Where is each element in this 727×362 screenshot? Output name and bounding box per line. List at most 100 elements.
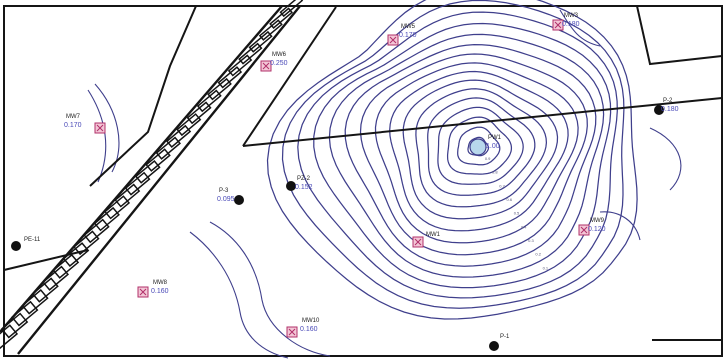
well-name-label: P-1 — [500, 334, 510, 340]
railroad-tie — [114, 183, 141, 208]
railroad-tie — [196, 89, 222, 113]
wells: MW7 0.170 MW6 0.250 MW3 0.180 MW5 0.170 P-2 0.180… — [11, 13, 679, 351]
railroad-tie — [134, 159, 161, 184]
well-pe-11[interactable]: PE-11 — [11, 237, 41, 251]
well-mw5[interactable]: MW5 0.170 — [387, 24, 417, 46]
contour-value-label: 0.8 — [492, 170, 498, 175]
well-value-label: 0.152 — [295, 184, 313, 191]
monitor-well-cross — [262, 62, 270, 70]
parcel-lines — [3, 5, 723, 341]
contour-ring — [467, 136, 490, 157]
well-value-label: 0.250 — [270, 60, 288, 67]
contour-ring — [281, 0, 625, 309]
well-name-label: MW10 — [302, 318, 320, 324]
well-name-label: PE-11 — [24, 237, 41, 243]
contour-ring — [328, 33, 605, 278]
parcel-line-angled — [242, 6, 337, 147]
well-mw3[interactable]: MW3 0.180 — [552, 13, 580, 31]
well-p-3[interactable]: P-3 0.095 — [217, 188, 244, 205]
monitor-well-cross — [288, 328, 296, 336]
contour-value-label: 0.3 — [528, 238, 534, 243]
contour-value-label: 0.9 — [485, 156, 491, 161]
contour-ring — [457, 126, 501, 166]
contour-ring — [389, 70, 569, 232]
railroad-rail-2 — [17, 5, 301, 355]
contour-line-bottom-2 — [189, 231, 289, 359]
railroad-tie — [145, 148, 171, 172]
well-mw7[interactable]: MW7 0.170 — [64, 114, 106, 134]
contour-value-label: 0.2 — [535, 252, 541, 257]
well-value-label: 0.160 — [151, 288, 169, 295]
well-name-label: P-3 — [219, 188, 229, 194]
well-mw8[interactable]: MW8 0.160 — [137, 280, 169, 298]
well-name-label: PZ-2 — [297, 176, 311, 182]
railroad-tie — [165, 124, 192, 148]
railroad-tie — [73, 230, 100, 256]
contour-value-label: 0.6 — [507, 197, 513, 202]
well-value-label: 0.160 — [300, 326, 318, 333]
well-p-2[interactable]: P-2 0.180 — [654, 98, 679, 115]
railroad-tie — [42, 265, 70, 291]
railroad-tie — [0, 312, 29, 339]
monitor-well-cross — [139, 288, 147, 296]
well-value-label: 0.180 — [661, 106, 679, 113]
well-name-label: MW8 — [153, 280, 168, 286]
well-name-label: PW1 — [488, 135, 502, 141]
contour-line-bottom — [209, 221, 331, 357]
well-mw10[interactable]: MW10 0.160 — [286, 318, 320, 338]
well-value-label: 0.095 — [217, 196, 235, 203]
pump-well-icon — [489, 341, 499, 351]
contour-ring — [359, 53, 588, 256]
contour-value-label: 0.7 — [499, 183, 505, 188]
contour-ring — [402, 79, 559, 220]
railroad-tie — [103, 195, 131, 220]
contour-value-label: 0.1 — [543, 265, 549, 270]
well-mw6[interactable]: MW6 0.250 — [260, 52, 288, 72]
well-value-label: 0.170 — [64, 122, 82, 129]
railroad-tie — [93, 206, 120, 232]
contour-ring — [446, 116, 513, 175]
contour-ring — [415, 88, 548, 208]
well-p-1[interactable]: P-1 — [489, 334, 510, 351]
parcel-line-left-lower — [3, 249, 89, 271]
railroad-tie — [124, 171, 151, 196]
railroad-rail-1 — [0, 5, 283, 333]
railroad-tie — [176, 113, 202, 137]
railroad — [0, 0, 304, 355]
contour-line-right-2 — [599, 211, 641, 241]
pumping-well-icon — [469, 138, 487, 156]
well-mw1[interactable]: MW1 — [412, 232, 441, 248]
pump-well-icon — [654, 105, 664, 115]
contour-line-right-1 — [649, 127, 682, 191]
railroad-tie — [186, 101, 212, 125]
well-pw1[interactable]: PW1 1.00 — [469, 135, 502, 156]
well-pz-2[interactable]: PZ-2 0.152 — [286, 176, 313, 191]
monitor-well-cross — [554, 21, 562, 29]
parcel-line-right-box — [636, 5, 723, 66]
well-name-label: MW7 — [66, 114, 81, 120]
well-name-label: MW9 — [590, 218, 605, 224]
monitor-well-cross — [414, 238, 422, 246]
railroad-tie — [31, 277, 59, 303]
railroad-tie — [21, 289, 49, 315]
parcel-line-left-upper — [89, 5, 197, 187]
well-name-label: MW1 — [426, 232, 441, 238]
contour-ring — [374, 62, 579, 244]
contour-ring — [266, 0, 638, 320]
well-value-label: 0.120 — [588, 226, 606, 233]
pump-well-icon — [11, 241, 21, 251]
parcel-line-diagonal — [242, 97, 723, 147]
railroad-tie — [83, 218, 110, 244]
pump-well-icon — [286, 181, 296, 191]
contour-ring — [427, 97, 536, 196]
side-contour-lines — [87, 9, 682, 359]
contour-lines — [266, 0, 638, 320]
well-name-label: MW3 — [564, 13, 579, 19]
pump-well-icon — [234, 195, 244, 205]
well-value-label: 0.170 — [399, 32, 417, 39]
railroad-ties — [0, 0, 304, 351]
well-name-label: P-2 — [663, 98, 673, 104]
contour-value-label: 0.4 — [521, 224, 527, 229]
well-mw9[interactable]: MW9 0.120 — [578, 218, 606, 236]
